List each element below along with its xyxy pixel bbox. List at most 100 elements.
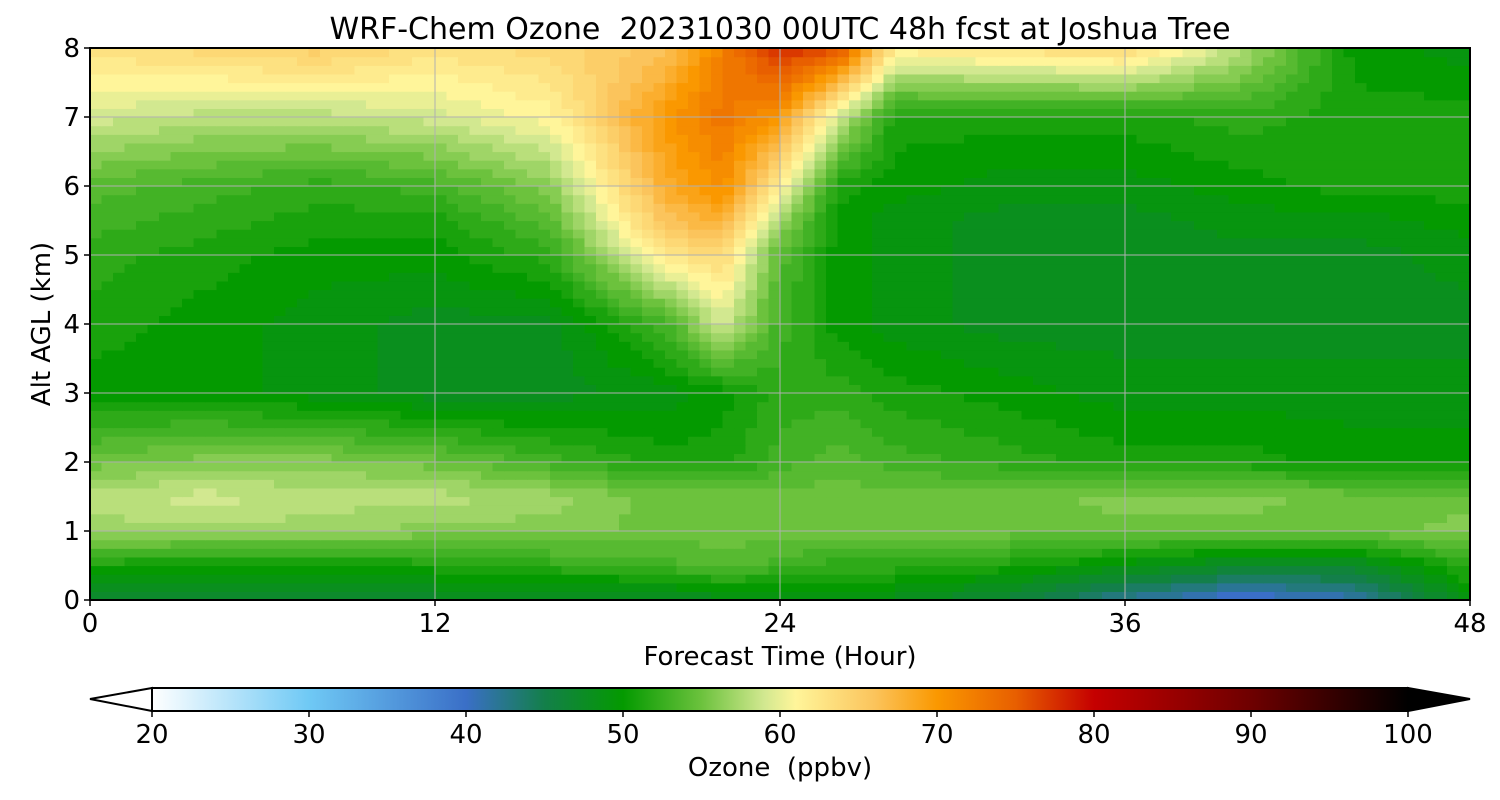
heatmap-cell bbox=[1447, 505, 1460, 515]
heatmap-cell bbox=[435, 531, 448, 541]
heatmap-cell bbox=[481, 556, 494, 567]
heatmap-cell bbox=[1228, 289, 1241, 299]
heatmap-cell bbox=[745, 393, 758, 403]
heatmap-cell bbox=[193, 324, 206, 334]
heatmap-cell bbox=[170, 324, 183, 334]
heatmap-cell bbox=[527, 349, 540, 360]
heatmap-cell bbox=[412, 539, 425, 549]
heatmap-cell bbox=[688, 237, 701, 247]
heatmap-cell bbox=[1182, 349, 1195, 360]
heatmap-cell bbox=[182, 574, 195, 584]
heatmap-cell bbox=[377, 496, 390, 506]
heatmap-cell bbox=[182, 298, 195, 308]
heatmap-cell bbox=[1458, 479, 1470, 489]
heatmap-cell bbox=[1263, 548, 1276, 558]
heatmap-cell bbox=[527, 272, 540, 282]
heatmap-cell bbox=[814, 358, 827, 368]
heatmap-cell bbox=[274, 401, 287, 411]
heatmap-cell bbox=[676, 410, 689, 420]
heatmap-cell bbox=[1033, 591, 1046, 600]
heatmap-cell bbox=[113, 453, 126, 463]
heatmap-cell bbox=[1412, 289, 1425, 299]
heatmap-cell bbox=[170, 582, 183, 592]
heatmap-cell bbox=[653, 255, 666, 265]
heatmap-cell bbox=[1263, 531, 1276, 541]
heatmap-cell bbox=[1125, 255, 1138, 265]
heatmap-cell bbox=[182, 531, 195, 541]
heatmap-cell bbox=[895, 349, 908, 360]
heatmap-cell bbox=[814, 410, 827, 420]
heatmap-cell bbox=[1332, 556, 1345, 567]
heatmap-cell bbox=[538, 375, 551, 385]
heatmap-cell bbox=[251, 591, 264, 600]
heatmap-cell bbox=[1286, 289, 1299, 299]
heatmap-cell bbox=[159, 436, 172, 446]
heatmap-cell bbox=[676, 582, 689, 592]
heatmap-cell bbox=[584, 462, 597, 472]
heatmap-cell bbox=[1389, 453, 1402, 463]
heatmap-cell bbox=[297, 358, 310, 368]
heatmap-cell bbox=[734, 470, 747, 480]
heatmap-cell bbox=[1021, 255, 1034, 265]
heatmap-cell bbox=[136, 487, 149, 498]
heatmap-cell bbox=[458, 246, 471, 256]
heatmap-cell bbox=[1332, 349, 1345, 360]
heatmap-cell bbox=[734, 401, 747, 411]
heatmap-cell bbox=[826, 237, 839, 247]
heatmap-cell bbox=[1355, 470, 1368, 480]
heatmap-cell bbox=[1458, 358, 1470, 368]
heatmap-cell bbox=[1136, 539, 1149, 549]
heatmap-cell bbox=[331, 410, 344, 420]
heatmap-cell bbox=[90, 237, 103, 247]
heatmap-cell bbox=[1366, 358, 1379, 368]
heatmap-cell bbox=[665, 453, 678, 463]
heatmap-cell bbox=[1102, 548, 1115, 558]
heatmap-cell bbox=[1309, 418, 1322, 429]
heatmap-cell bbox=[159, 556, 172, 567]
heatmap-cell bbox=[458, 556, 471, 567]
heatmap-cell bbox=[688, 246, 701, 256]
heatmap-cell bbox=[860, 332, 873, 342]
heatmap-cell bbox=[780, 522, 793, 532]
heatmap-cell bbox=[929, 341, 942, 351]
heatmap-cell bbox=[550, 582, 563, 592]
heatmap-cell bbox=[193, 505, 206, 515]
heatmap-cell bbox=[170, 315, 183, 325]
heatmap-cell bbox=[1447, 522, 1460, 532]
heatmap-cell bbox=[1067, 410, 1080, 420]
heatmap-cell bbox=[1274, 591, 1287, 600]
heatmap-cell bbox=[1343, 324, 1356, 334]
heatmap-cell bbox=[1010, 246, 1023, 256]
heatmap-cell bbox=[1113, 280, 1126, 291]
heatmap-cell bbox=[837, 505, 850, 515]
heatmap-cell bbox=[1401, 539, 1414, 549]
heatmap-cell bbox=[538, 522, 551, 532]
heatmap-cell bbox=[1401, 522, 1414, 532]
heatmap-cell bbox=[1079, 522, 1092, 532]
heatmap-cell bbox=[538, 591, 551, 600]
heatmap-cell bbox=[780, 531, 793, 541]
heatmap-cell bbox=[699, 556, 712, 567]
heatmap-cell bbox=[1412, 306, 1425, 316]
heatmap-cell bbox=[791, 556, 804, 567]
heatmap-cell bbox=[745, 367, 758, 377]
heatmap-cell bbox=[1401, 418, 1414, 429]
heatmap-cell bbox=[136, 410, 149, 420]
heatmap-cell bbox=[239, 263, 252, 273]
heatmap-cell bbox=[1159, 324, 1172, 334]
heatmap-cell bbox=[906, 531, 919, 541]
heatmap-cell bbox=[320, 410, 333, 420]
heatmap-cell bbox=[1010, 591, 1023, 600]
heatmap-cell bbox=[1090, 349, 1103, 360]
heatmap-cell bbox=[251, 548, 264, 558]
heatmap-cell bbox=[1343, 539, 1356, 549]
heatmap-cell bbox=[1067, 496, 1080, 506]
heatmap-cell bbox=[147, 505, 160, 515]
heatmap-cell bbox=[101, 272, 114, 282]
heatmap-cell bbox=[1056, 574, 1069, 584]
heatmap-cell bbox=[929, 375, 942, 385]
heatmap-cell bbox=[987, 531, 1000, 541]
heatmap-cell bbox=[239, 479, 252, 489]
heatmap-cell bbox=[1113, 341, 1126, 351]
heatmap-cell bbox=[538, 280, 551, 291]
